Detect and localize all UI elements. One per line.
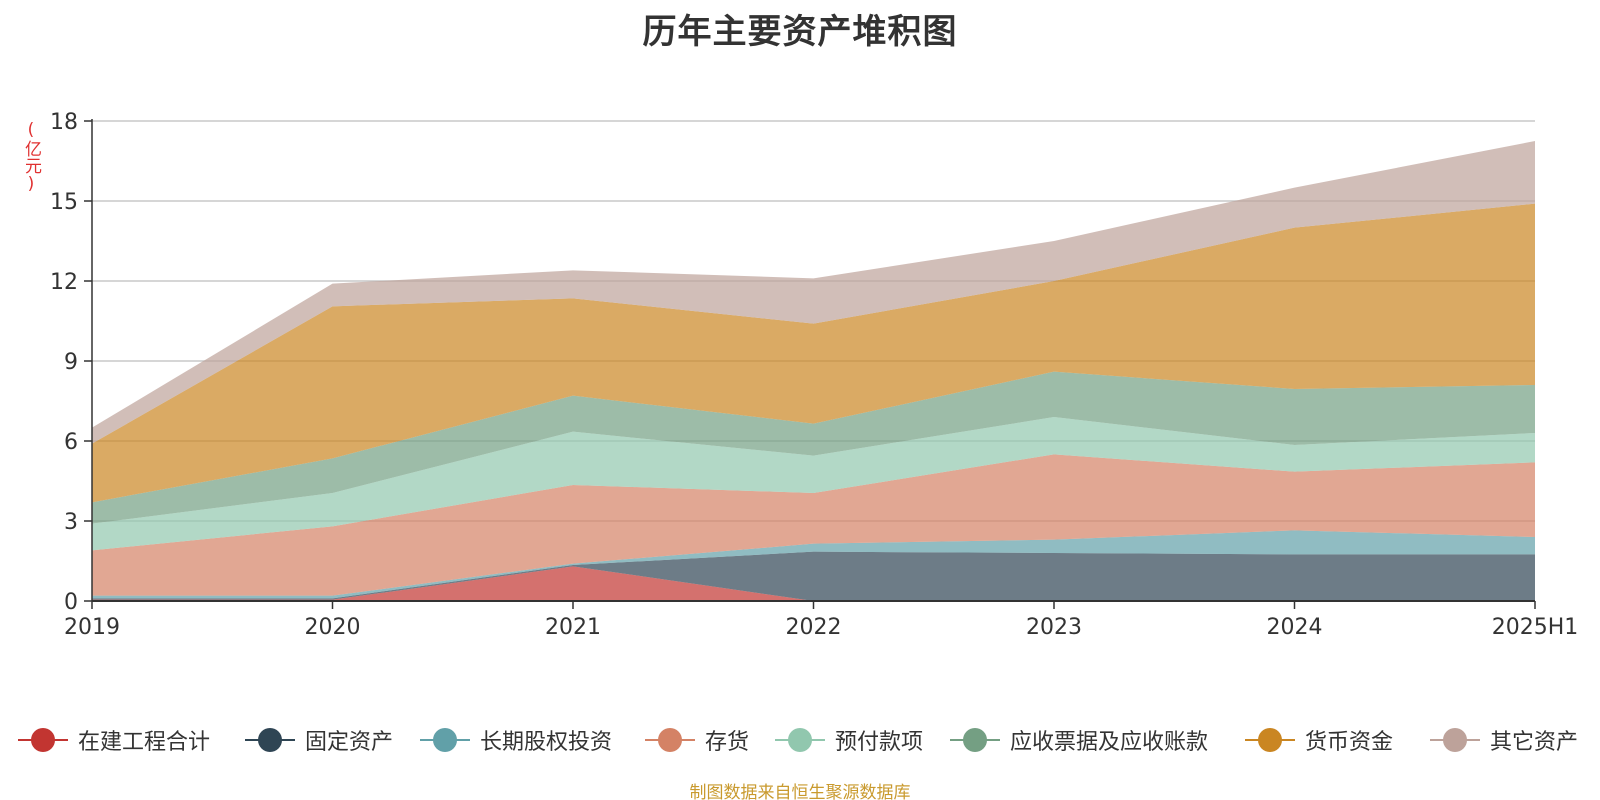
area-series-4 [92, 417, 1535, 551]
legend-label: 其它资产 [1490, 730, 1579, 755]
y-tick-label: 0 [64, 590, 78, 615]
area-series-5 [92, 371, 1535, 524]
area-series-7 [92, 141, 1535, 444]
legend-dot [1443, 728, 1467, 752]
legend-swatch [1245, 728, 1295, 752]
legend-swatch [950, 728, 1000, 752]
legend-swatch [18, 728, 68, 752]
legend-label: 预付款项 [835, 730, 924, 755]
legend-item-2[interactable]: 长期股权投资 [420, 720, 612, 760]
y-tick-label: 3 [64, 510, 78, 535]
legend-item-7[interactable]: 其它资产 [1430, 720, 1578, 760]
stacked-areas [92, 141, 1535, 601]
x-tick-label: 2022 [786, 615, 842, 640]
x-tick-label: 2020 [305, 615, 361, 640]
x-tick-label: 2024 [1267, 615, 1323, 640]
y-tick-label: 6 [64, 430, 78, 455]
x-tick-label: 2023 [1026, 615, 1082, 640]
legend-item-0[interactable]: 在建工程合计 [18, 720, 210, 760]
y-tick-label: 12 [50, 270, 78, 295]
chart-title: 历年主要资产堆积图 [642, 12, 958, 52]
y-tick-label: 15 [50, 190, 78, 215]
legend-label: 货币资金 [1305, 730, 1394, 755]
legend-label: 固定资产 [305, 730, 394, 755]
legend-dot [31, 728, 55, 752]
legend-swatch [775, 728, 825, 752]
legend-label: 在建工程合计 [78, 730, 211, 755]
legend-label: 存货 [705, 730, 750, 755]
legend-swatch [420, 728, 470, 752]
area-series-3 [92, 454, 1535, 596]
area-series-1 [92, 551, 1535, 601]
legend-dot [658, 728, 682, 752]
chart-legend: 在建工程合计 固定资产 长期股权投资 存货 预付款项 应收票据及应收账款 货币资金 其它资产 [0, 720, 1600, 760]
legend-dot [433, 728, 457, 752]
x-tick-label: 2019 [64, 615, 120, 640]
legend-dot [258, 728, 282, 752]
legend-label: 长期股权投资 [480, 730, 613, 755]
legend-label: 应收票据及应收账款 [1010, 730, 1209, 755]
axes: 0 3 6 9 12 15 18 2019 2020 2021 2022 2023 2024 2025H1 [50, 110, 1578, 640]
y-tick-label: 9 [64, 350, 78, 375]
legend-item-5[interactable]: 应收票据及应收账款 [950, 720, 1208, 760]
data-source-note: 制图数据来自恒生聚源数据库 [689, 783, 911, 800]
legend-item-6[interactable]: 货币资金 [1245, 720, 1393, 760]
area-series-0 [92, 566, 1535, 601]
legend-dot [1258, 728, 1282, 752]
legend-item-4[interactable]: 预付款项 [775, 720, 923, 760]
legend-dot [963, 728, 987, 752]
legend-item-3[interactable]: 存货 [645, 720, 749, 760]
legend-swatch [245, 728, 295, 752]
y-tick-label: 18 [50, 110, 78, 135]
area-series-6 [92, 203, 1535, 503]
chart-plot: 0 3 6 9 12 15 18 2019 2020 2021 2022 2023 2024 2025H1 [50, 110, 1578, 640]
x-tick-label: 2025H1 [1492, 615, 1579, 640]
legend-swatch [1430, 728, 1480, 752]
legend-swatch [645, 728, 695, 752]
legend-item-1[interactable]: 固定资产 [245, 720, 393, 760]
x-tick-label: 2021 [545, 615, 601, 640]
area-series-2 [92, 530, 1535, 599]
legend-dot [788, 728, 812, 752]
